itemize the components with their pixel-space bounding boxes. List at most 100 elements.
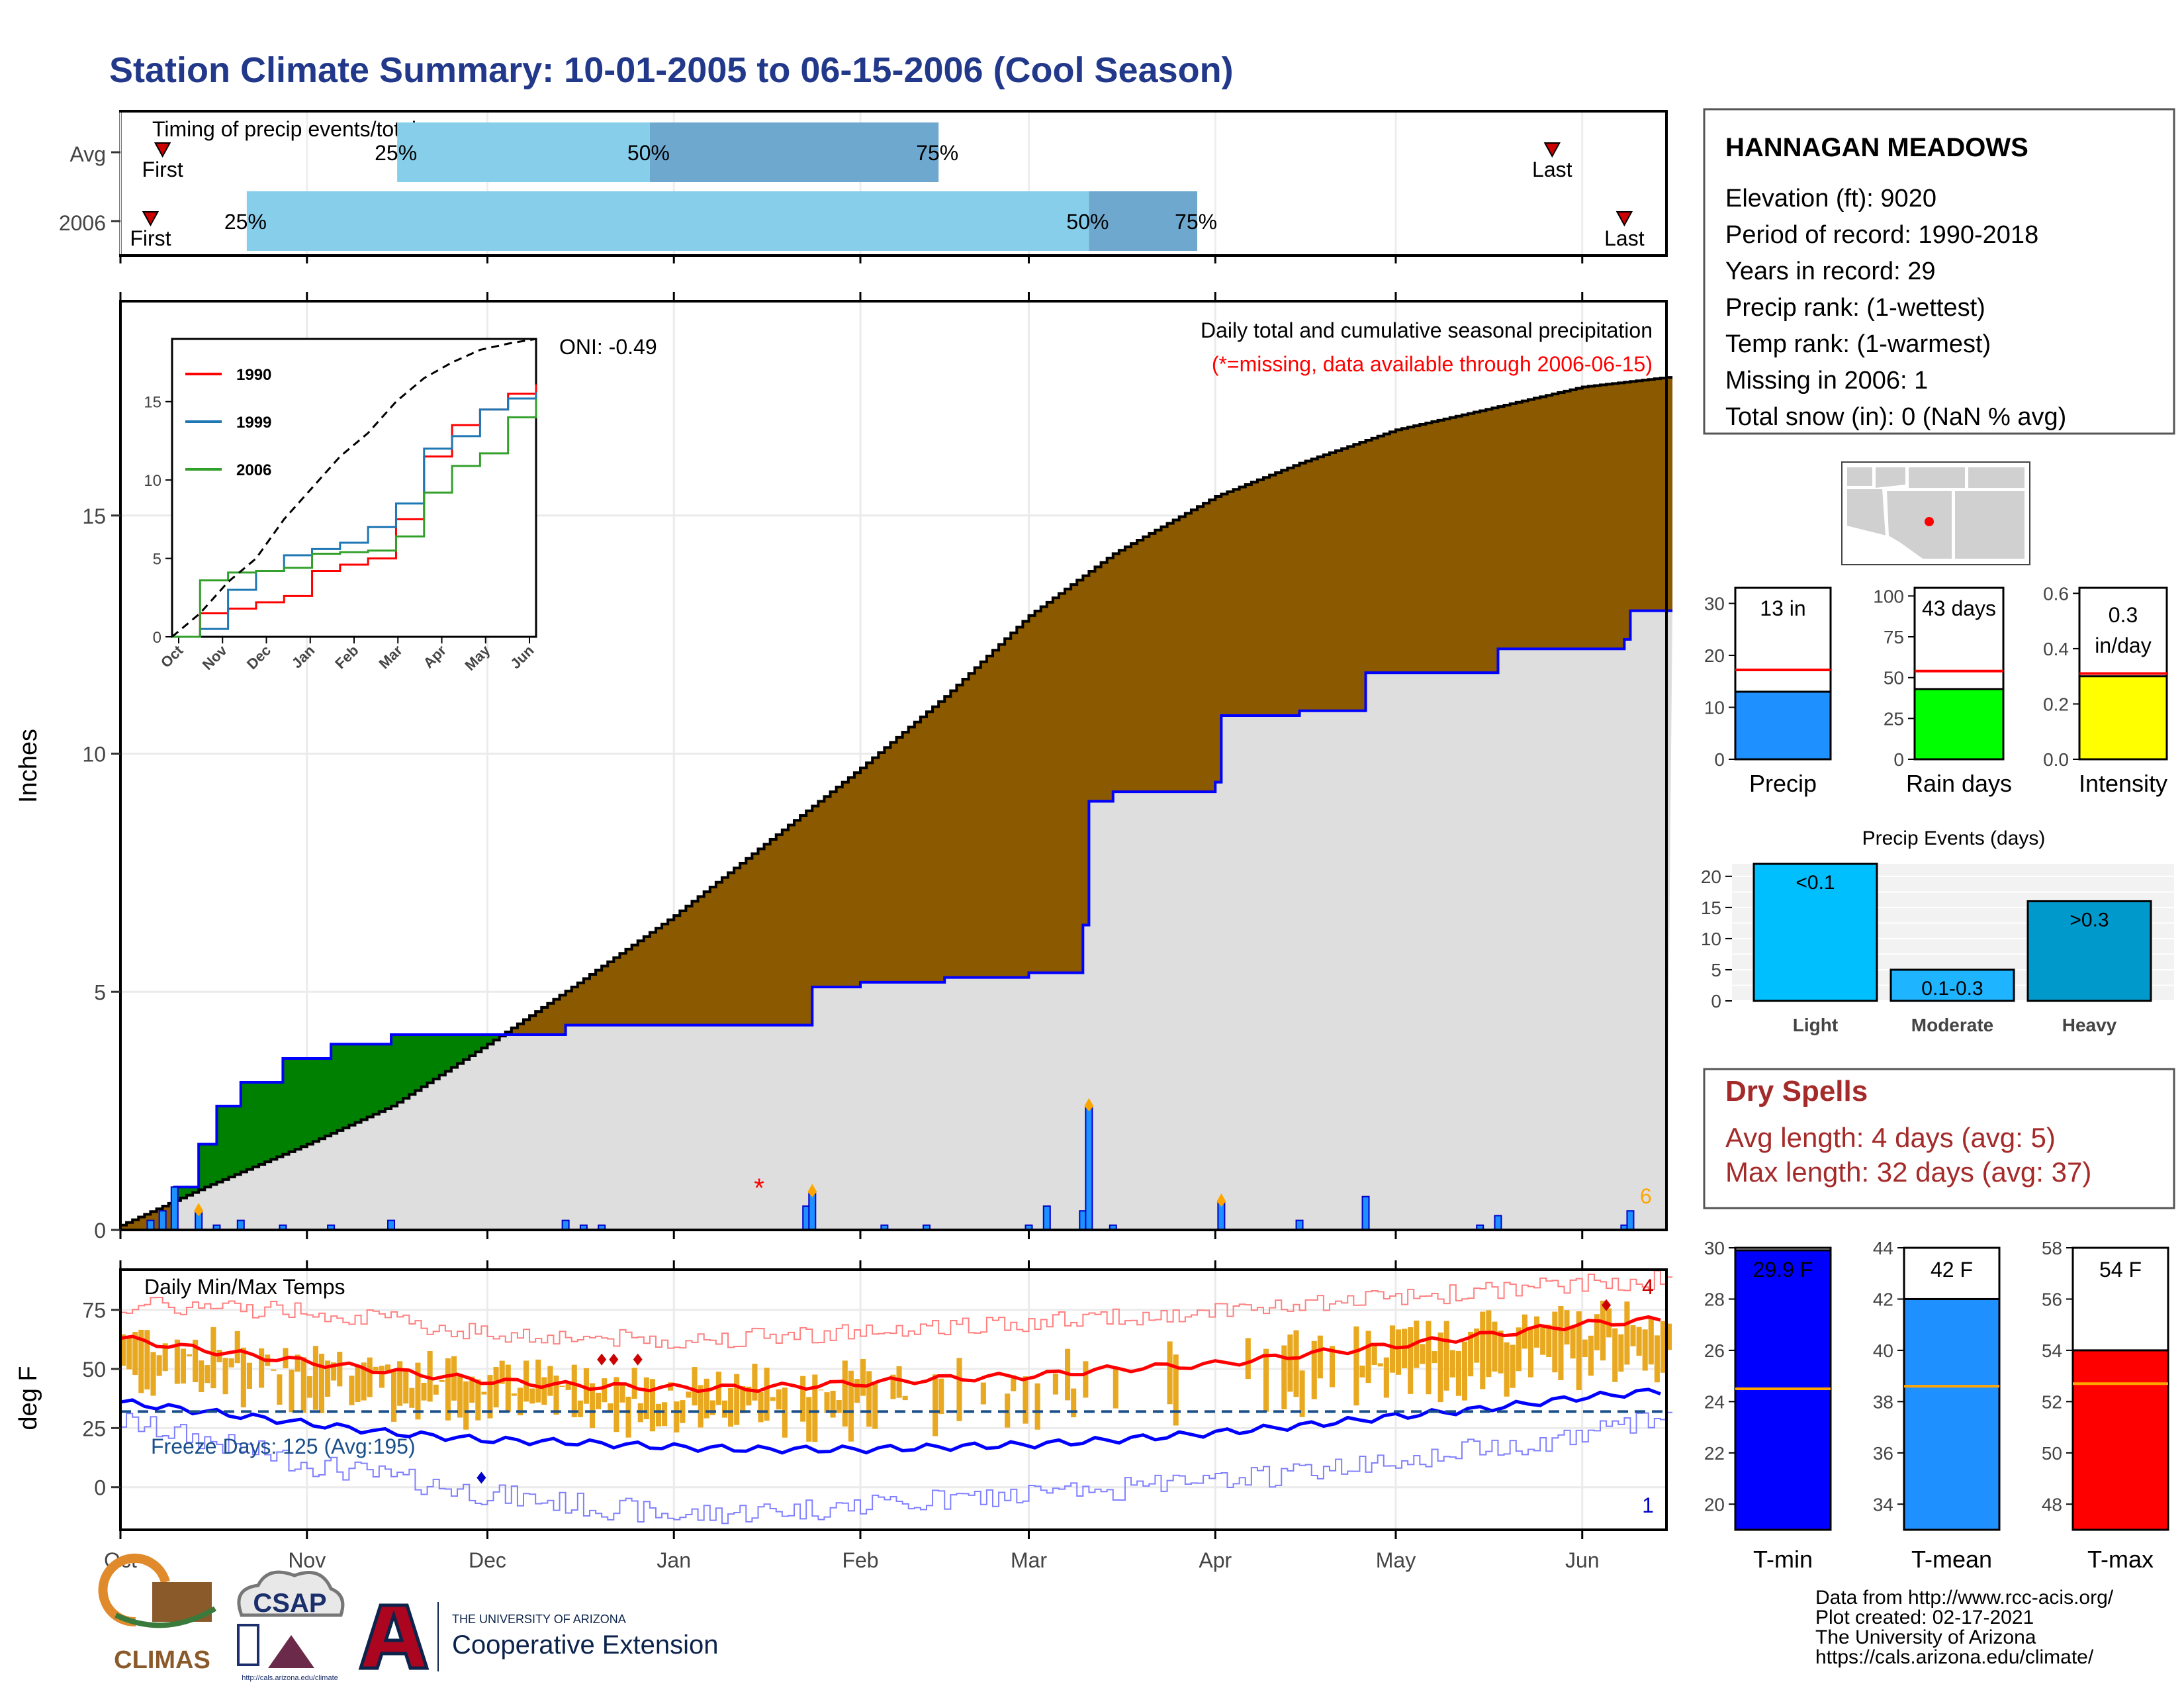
- temp-daily-range-bar: [655, 1403, 662, 1427]
- station-snow: Total snow (in): 0 (NaN % avg): [1725, 403, 2066, 431]
- temp-daily-range-bar: [643, 1377, 649, 1420]
- temp-summary-y-tick-label: 40: [1873, 1340, 1893, 1361]
- temp-daily-range-bar: [499, 1360, 505, 1384]
- timing-first-label: First: [130, 226, 171, 250]
- station-period: Period of record: 1990-2018: [1725, 221, 2038, 249]
- temp-daily-range-bar: [331, 1362, 337, 1381]
- temp-daily-range-bar: [721, 1400, 728, 1418]
- temp-panel: 0 25 50 75 Daily Min/Max Temps Freeze Days:…: [15, 1260, 1673, 1539]
- temp-daily-range-bar: [806, 1397, 812, 1442]
- temp-daily-range-bar: [325, 1360, 331, 1397]
- temp-average-min-line: [120, 1387, 1661, 1455]
- temp-daily-range-bar: [228, 1358, 234, 1368]
- temp-daily-range-bar: [1395, 1329, 1402, 1375]
- temp-daily-range-bar: [686, 1391, 692, 1398]
- inset-y-tick-label: 10: [144, 472, 161, 490]
- timing-last-label: Last: [1604, 226, 1645, 250]
- summary-bar-name: Precip: [1749, 770, 1817, 797]
- temp-daily-range-bar: [764, 1368, 770, 1421]
- summary-bar-value-unit: in/day: [2095, 633, 2151, 657]
- summary-bar-y-tick-label: 25: [1884, 708, 1904, 729]
- temp-daily-range-bar: [306, 1376, 312, 1398]
- temp-daily-range-bar: [842, 1360, 848, 1427]
- precip-panel-frame: [119, 300, 1668, 1231]
- temp-daily-range-bar: [205, 1365, 210, 1383]
- temp-daily-range-bar: [1660, 1321, 1666, 1373]
- footer-credits: Data from http://www.rcc-acis.org/ Plot …: [1815, 1587, 2114, 1668]
- precip-panel: 0 5 10 15 Inches Daily total and cumulative…: [15, 292, 1673, 1243]
- timing-p75-label: 75%: [1175, 210, 1217, 234]
- summary-bar-y-tick-label: 0.2: [2043, 694, 2069, 714]
- temp-daily-range-bar: [902, 1395, 908, 1401]
- temp-summary-y-tick-label: 38: [1873, 1391, 1893, 1412]
- temp-summary-y-tick-label: 24: [1704, 1391, 1725, 1412]
- temp-daily-range-bar: [240, 1347, 246, 1408]
- temp-daily-range-bar: [1594, 1314, 1600, 1350]
- temp-daily-range-bar: [933, 1374, 938, 1436]
- temp-y-tick-label: 50: [82, 1358, 106, 1382]
- temp-daily-range-bar: [174, 1339, 180, 1384]
- precip-missing-note: (*=missing, data available through 2006-…: [1212, 352, 1653, 376]
- timing-p50-label: 50%: [627, 141, 670, 165]
- temp-daily-range-bar: [469, 1376, 475, 1403]
- inset-legend-label: 1990: [236, 366, 271, 384]
- temp-summary-value-label: 29.9 F: [1753, 1258, 1813, 1282]
- ua-big-text: Cooperative Extension: [452, 1630, 718, 1660]
- temp-daily-range-bar: [1558, 1306, 1564, 1380]
- precip-average-cumulative-line: [120, 376, 1673, 1227]
- summary-bar-y-tick-label: 20: [1704, 645, 1725, 666]
- temp-daily-range-bar: [1516, 1327, 1522, 1372]
- footer-data-source: Data from http://www.rcc-acis.org/: [1815, 1587, 2114, 1609]
- csap-cloud-icon: [237, 1570, 345, 1617]
- temp-daily-range-bar: [1263, 1348, 1269, 1412]
- temp-daily-range-bar: [259, 1348, 265, 1388]
- temp-daily-range-bar: [1527, 1327, 1534, 1378]
- temp-daily-range-bar: [1510, 1344, 1516, 1388]
- month-axis-label: Dec: [469, 1548, 506, 1572]
- inset-legend-label: 1999: [236, 414, 271, 432]
- temp-daily-range-bar: [162, 1343, 168, 1372]
- temp-daily-range-bar: [559, 1385, 565, 1387]
- temp-daily-range-bar: [860, 1358, 866, 1396]
- temp-daily-range-bar: [1167, 1341, 1173, 1405]
- events-y-tick-label: 0: [1711, 991, 1721, 1011]
- events-title: Precip Events (days): [1862, 827, 2046, 849]
- precip-y-tick-label: 10: [82, 743, 106, 767]
- temp-daily-range-bar: [222, 1358, 228, 1395]
- temp-daily-range-bar: [409, 1387, 415, 1408]
- temp-daily-range-bar: [583, 1368, 589, 1404]
- timing-last-label: Last: [1532, 158, 1572, 181]
- temp-daily-range-bar: [1455, 1350, 1461, 1396]
- dry-spells-avg: Avg length: 4 days (avg: 5): [1725, 1122, 2056, 1153]
- temp-daily-range-bar: [210, 1327, 216, 1389]
- temp-daily-range-bar: [872, 1383, 878, 1429]
- precip-y-tick-label: 0: [94, 1219, 106, 1243]
- timing-bar-50-75: [1089, 191, 1198, 251]
- temp-daily-range-bar: [271, 1369, 277, 1371]
- temp-daily-range-bar: [649, 1379, 655, 1432]
- temp-daily-range-bar: [662, 1402, 668, 1427]
- temp-summary-y-tick-label: 26: [1704, 1340, 1725, 1361]
- temp-daily-range-bar: [740, 1385, 746, 1413]
- temp-daily-range-bar: [596, 1393, 602, 1409]
- precip-daily-bar: [170, 1186, 179, 1231]
- temp-max-count: 4: [1642, 1275, 1654, 1299]
- temp-daily-range-bar: [1329, 1346, 1336, 1387]
- temp-daily-range-bar: [1389, 1325, 1395, 1373]
- temp-daily-range-bar: [938, 1378, 944, 1415]
- events-category-label: Moderate: [1911, 1015, 1993, 1035]
- timing-first-label: First: [142, 158, 183, 181]
- timing-p50-label: 50%: [1066, 210, 1109, 234]
- temp-daily-range-bar: [234, 1331, 240, 1364]
- temp-daily-range-bar: [836, 1400, 842, 1413]
- temp-daily-range-bar: [277, 1374, 283, 1405]
- temp-daily-range-bar: [367, 1357, 373, 1397]
- temp-daily-range-bar: [1432, 1351, 1437, 1364]
- temp-daily-range-bar: [692, 1367, 698, 1406]
- temp-daily-range-bar: [674, 1401, 680, 1432]
- temp-daily-range-bar: [1052, 1373, 1058, 1395]
- timing-panel: Timing of precip events/totals 25% 50% 75%…: [59, 110, 1668, 263]
- summary-bar-value-label: 43 days: [1922, 596, 1996, 620]
- summary-bar-name: Intensity: [2079, 770, 2167, 797]
- summary-bar-y-tick-label: 0: [1893, 749, 1904, 770]
